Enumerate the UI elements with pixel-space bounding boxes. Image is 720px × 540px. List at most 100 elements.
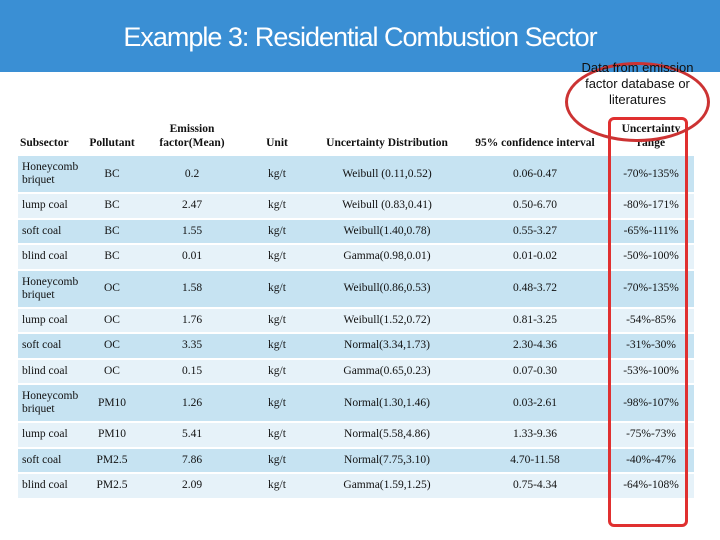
cell-ci: 0.50-6.70 [462, 192, 608, 219]
cell-subsector: Honeycomb briquet [18, 154, 82, 193]
cell-subsector: soft coal [18, 446, 82, 473]
cell-subsector: lump coal [18, 306, 82, 333]
cell-unit: kg/t [242, 383, 312, 422]
cell-mean: 7.86 [142, 446, 242, 473]
cell-unit: kg/t [242, 306, 312, 333]
cell-distribution: Gamma(0.98,0.01) [312, 243, 462, 270]
cell-mean: 0.15 [142, 357, 242, 384]
cell-pollutant: PM10 [82, 383, 142, 422]
cell-distribution: Weibull(1.40,0.78) [312, 217, 462, 244]
cell-mean: 0.2 [142, 154, 242, 193]
cell-range: -40%-47% [608, 446, 694, 473]
cell-unit: kg/t [242, 192, 312, 219]
cell-subsector: blind coal [18, 243, 82, 270]
cell-ci: 0.81-3.25 [462, 306, 608, 333]
cell-mean: 2.09 [142, 472, 242, 498]
cell-ci: 0.55-3.27 [462, 217, 608, 244]
cell-unit: kg/t [242, 268, 312, 308]
cell-distribution: Weibull (0.83,0.41) [312, 192, 462, 219]
cell-ci: 0.03-2.61 [462, 383, 608, 422]
cell-distribution: Normal(7.75,3.10) [312, 446, 462, 473]
table-row: soft coal BC 1.55 kg/t Weibull(1.40,0.78… [18, 217, 694, 244]
table-row: blind coal BC 0.01 kg/t Gamma(0.98,0.01)… [18, 243, 694, 270]
cell-distribution: Normal(5.58,4.86) [312, 421, 462, 448]
header-pollutant: Pollutant [82, 108, 142, 155]
table-row: lump coal OC 1.76 kg/t Weibull(1.52,0.72… [18, 306, 694, 333]
cell-unit: kg/t [242, 332, 312, 359]
cell-unit: kg/t [242, 472, 312, 498]
cell-pollutant: PM10 [82, 421, 142, 448]
cell-subsector: lump coal [18, 192, 82, 219]
cell-range: -64%-108% [608, 472, 694, 498]
cell-mean: 0.01 [142, 243, 242, 270]
cell-unit: kg/t [242, 243, 312, 270]
cell-ci: 4.70-11.58 [462, 446, 608, 473]
cell-range: -31%-30% [608, 332, 694, 359]
cell-range: -70%-135% [608, 154, 694, 193]
cell-mean: 1.76 [142, 306, 242, 333]
cell-range: -98%-107% [608, 383, 694, 422]
cell-unit: kg/t [242, 357, 312, 384]
cell-unit: kg/t [242, 217, 312, 244]
cell-distribution: Gamma(1.59,1.25) [312, 472, 462, 498]
cell-mean: 3.35 [142, 332, 242, 359]
cell-range: -50%-100% [608, 243, 694, 270]
cell-subsector: Honeycomb briquet [18, 268, 82, 308]
table-row: soft coal PM2.5 7.86 kg/t Normal(7.75,3.… [18, 446, 694, 473]
header-distribution: Uncertainty Distribution [312, 108, 462, 155]
cell-range: -70%-135% [608, 268, 694, 308]
cell-subsector: blind coal [18, 357, 82, 384]
cell-subsector: soft coal [18, 217, 82, 244]
slide-title: Example 3: Residential Combustion Sector [123, 22, 597, 52]
cell-pollutant: BC [82, 243, 142, 270]
cell-ci: 0.06-0.47 [462, 154, 608, 193]
table-row: Honeycomb briquet OC 1.58 kg/t Weibull(0… [18, 268, 694, 308]
cell-pollutant: OC [82, 268, 142, 308]
cell-subsector: lump coal [18, 421, 82, 448]
uncertainty-table: Subsector Pollutant Emission factor(Mean… [18, 108, 694, 498]
cell-subsector: soft coal [18, 332, 82, 359]
cell-subsector: blind coal [18, 472, 82, 498]
cell-distribution: Normal(1.30,1.46) [312, 383, 462, 422]
cell-pollutant: BC [82, 154, 142, 193]
header-unit: Unit [242, 108, 312, 155]
cell-range: -53%-100% [608, 357, 694, 384]
cell-ci: 0.48-3.72 [462, 268, 608, 308]
cell-ci: 0.01-0.02 [462, 243, 608, 270]
cell-distribution: Weibull(0.86,0.53) [312, 268, 462, 308]
cell-mean: 5.41 [142, 421, 242, 448]
header-emission-factor: Emission factor(Mean) [142, 108, 242, 155]
table-row: blind coal PM2.5 2.09 kg/t Gamma(1.59,1.… [18, 472, 694, 498]
cell-range: -54%-85% [608, 306, 694, 333]
cell-ci: 1.33-9.36 [462, 421, 608, 448]
cell-distribution: Weibull (0.11,0.52) [312, 154, 462, 193]
cell-subsector: Honeycomb briquet [18, 383, 82, 422]
uncertainty-range-highlight [608, 117, 688, 527]
cell-mean: 1.58 [142, 268, 242, 308]
cell-range: -65%-111% [608, 217, 694, 244]
table-row: lump coal PM10 5.41 kg/t Normal(5.58,4.8… [18, 421, 694, 448]
title-banner [0, 0, 720, 72]
cell-pollutant: PM2.5 [82, 472, 142, 498]
table-row: blind coal OC 0.15 kg/t Gamma(0.65,0.23)… [18, 357, 694, 384]
cell-mean: 1.55 [142, 217, 242, 244]
cell-ci: 0.75-4.34 [462, 472, 608, 498]
callout-oval [565, 62, 710, 142]
cell-pollutant: OC [82, 332, 142, 359]
cell-pollutant: OC [82, 357, 142, 384]
table-row: Honeycomb briquet BC 0.2 kg/t Weibull (0… [18, 154, 694, 193]
cell-unit: kg/t [242, 154, 312, 193]
cell-unit: kg/t [242, 421, 312, 448]
callout-text: Data from emission factor database or li… [581, 60, 694, 107]
cell-mean: 2.47 [142, 192, 242, 219]
cell-mean: 1.26 [142, 383, 242, 422]
cell-distribution: Weibull(1.52,0.72) [312, 306, 462, 333]
table-row: Honeycomb briquet PM10 1.26 kg/t Normal(… [18, 383, 694, 422]
cell-range: -80%-171% [608, 192, 694, 219]
cell-distribution: Normal(3.34,1.73) [312, 332, 462, 359]
cell-pollutant: PM2.5 [82, 446, 142, 473]
cell-pollutant: BC [82, 192, 142, 219]
cell-ci: 0.07-0.30 [462, 357, 608, 384]
cell-ci: 2.30-4.36 [462, 332, 608, 359]
cell-pollutant: OC [82, 306, 142, 333]
